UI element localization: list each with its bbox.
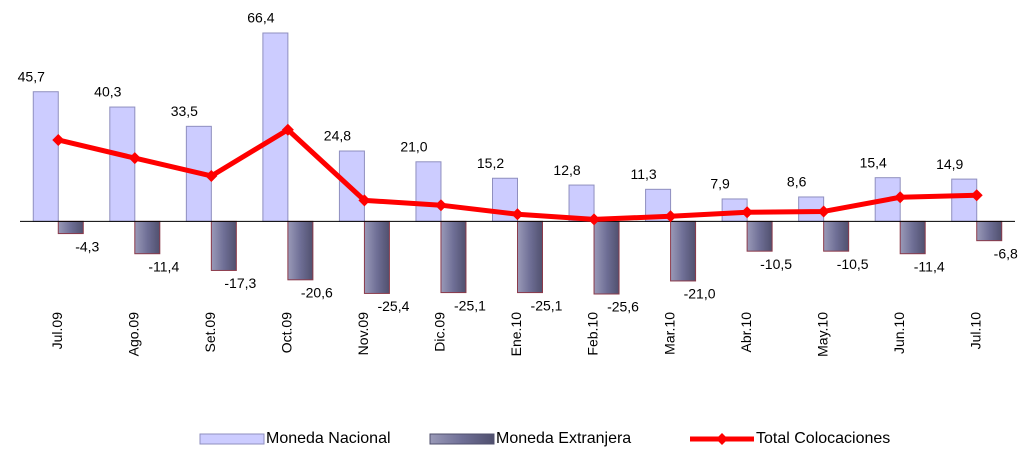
bar [363,220,390,294]
legend-label: Moneda Nacional [266,430,391,447]
value-label: -21,0 [684,286,716,302]
value-label: 40,3 [94,84,121,100]
legend-label: Moneda Extranjera [496,430,631,447]
line-marker [588,213,601,226]
x-tick-label: Ene.10 [508,312,524,357]
value-label: 24,8 [324,128,351,144]
value-label: -25,1 [531,297,563,313]
bar [670,220,697,282]
value-label: 33,5 [171,103,198,119]
value-label: -11,4 [148,258,179,274]
x-tick-label: Mar.10 [661,312,677,355]
legend-swatch [429,433,495,445]
value-label: -11,4 [914,258,945,274]
bar [593,220,620,295]
value-label: -4,3 [75,238,99,254]
line-marker [52,133,65,146]
value-label: 15,4 [860,154,887,170]
x-tick-label: Ago.09 [126,312,142,357]
value-label: 21,0 [400,139,427,155]
line-marker [128,152,141,165]
value-label: 7,9 [710,176,730,192]
value-label: -20,6 [301,285,333,301]
legend-label: Total Colocaciones [756,430,890,447]
bar [134,220,161,255]
value-label: 14,9 [936,156,963,172]
value-label: 15,2 [477,155,504,171]
x-tick-label: Jun.10 [891,312,907,354]
bar [262,32,289,222]
line-marker [664,210,677,223]
bar [210,220,237,271]
x-tick-label: Set.09 [202,312,218,353]
bar [976,220,1003,242]
line-marker [970,189,983,202]
bar [517,220,543,294]
x-tick-label: Feb.10 [585,312,601,356]
value-label: 8,6 [787,174,807,190]
value-label: -25,1 [454,297,486,313]
line-marker [205,169,218,182]
line-marker [817,205,830,218]
bar [415,161,442,222]
x-tick-label: Abr.10 [738,312,754,353]
value-label: -10,5 [760,256,792,272]
x-tick-label: Nov.09 [355,312,371,356]
bar [746,220,773,252]
bar [109,106,136,222]
bar [287,220,314,281]
x-tick-label: Dic.09 [432,312,448,352]
line-marker [281,123,294,136]
line-marker [741,206,754,219]
bar [32,91,59,222]
legend-swatch [199,433,265,445]
value-label: 12,8 [553,162,580,178]
x-tick-label: Oct.09 [279,312,295,353]
x-tick-label: May.10 [814,312,830,357]
value-label: -25,4 [377,298,409,314]
bar [57,220,84,235]
value-label: -25,6 [607,299,639,315]
line-marker [434,199,447,212]
value-label: 66,4 [247,10,274,26]
bar [568,184,595,222]
bar [951,178,978,222]
legend-marker [716,433,728,445]
value-label: -10,5 [837,256,869,272]
value-label: -17,3 [224,275,256,291]
x-tick-label: Jul.10 [967,312,983,350]
line-marker [511,208,524,221]
value-label: 45,7 [18,68,45,84]
x-tick-label: Jul.09 [49,312,65,350]
line-marker [358,194,371,207]
bar [899,220,926,255]
bar [823,220,850,252]
value-label: 11,3 [630,166,656,182]
bar [440,220,467,294]
value-label: -6,8 [994,245,1018,261]
line-marker [894,191,907,204]
